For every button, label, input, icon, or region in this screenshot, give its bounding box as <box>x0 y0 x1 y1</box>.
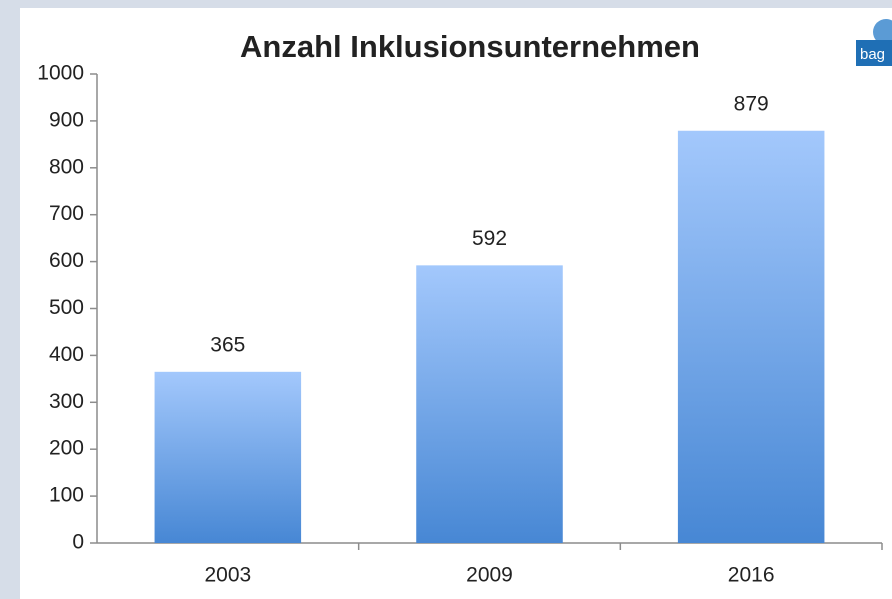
y-tick-label: 400 <box>49 343 84 366</box>
y-tick-label: 800 <box>49 155 84 178</box>
x-tick-label: 2003 <box>204 564 251 587</box>
y-tick-label: 0 <box>72 531 84 554</box>
logo-box <box>856 40 892 66</box>
value-label: 365 <box>210 333 245 356</box>
chart-title: Anzahl Inklusionsunternehmen <box>240 29 700 64</box>
y-tick-label: 700 <box>49 202 84 225</box>
bar <box>677 130 825 543</box>
y-tick-label: 600 <box>49 249 84 272</box>
bar <box>416 265 563 543</box>
y-tick-label: 500 <box>49 296 84 319</box>
logo-text: bag <box>860 46 885 63</box>
y-tick-label: 100 <box>49 484 84 507</box>
x-tick-label: 2016 <box>728 564 775 587</box>
logo-dot <box>873 19 892 45</box>
y-tick-label: 300 <box>49 390 84 413</box>
y-tick-label: 1000 <box>37 62 84 85</box>
y-tick-label: 200 <box>49 437 84 460</box>
y-tick-label: 900 <box>49 108 84 131</box>
value-label: 879 <box>734 92 769 115</box>
bar <box>154 371 302 543</box>
value-label: 592 <box>472 227 507 250</box>
x-tick-label: 2009 <box>466 564 513 587</box>
